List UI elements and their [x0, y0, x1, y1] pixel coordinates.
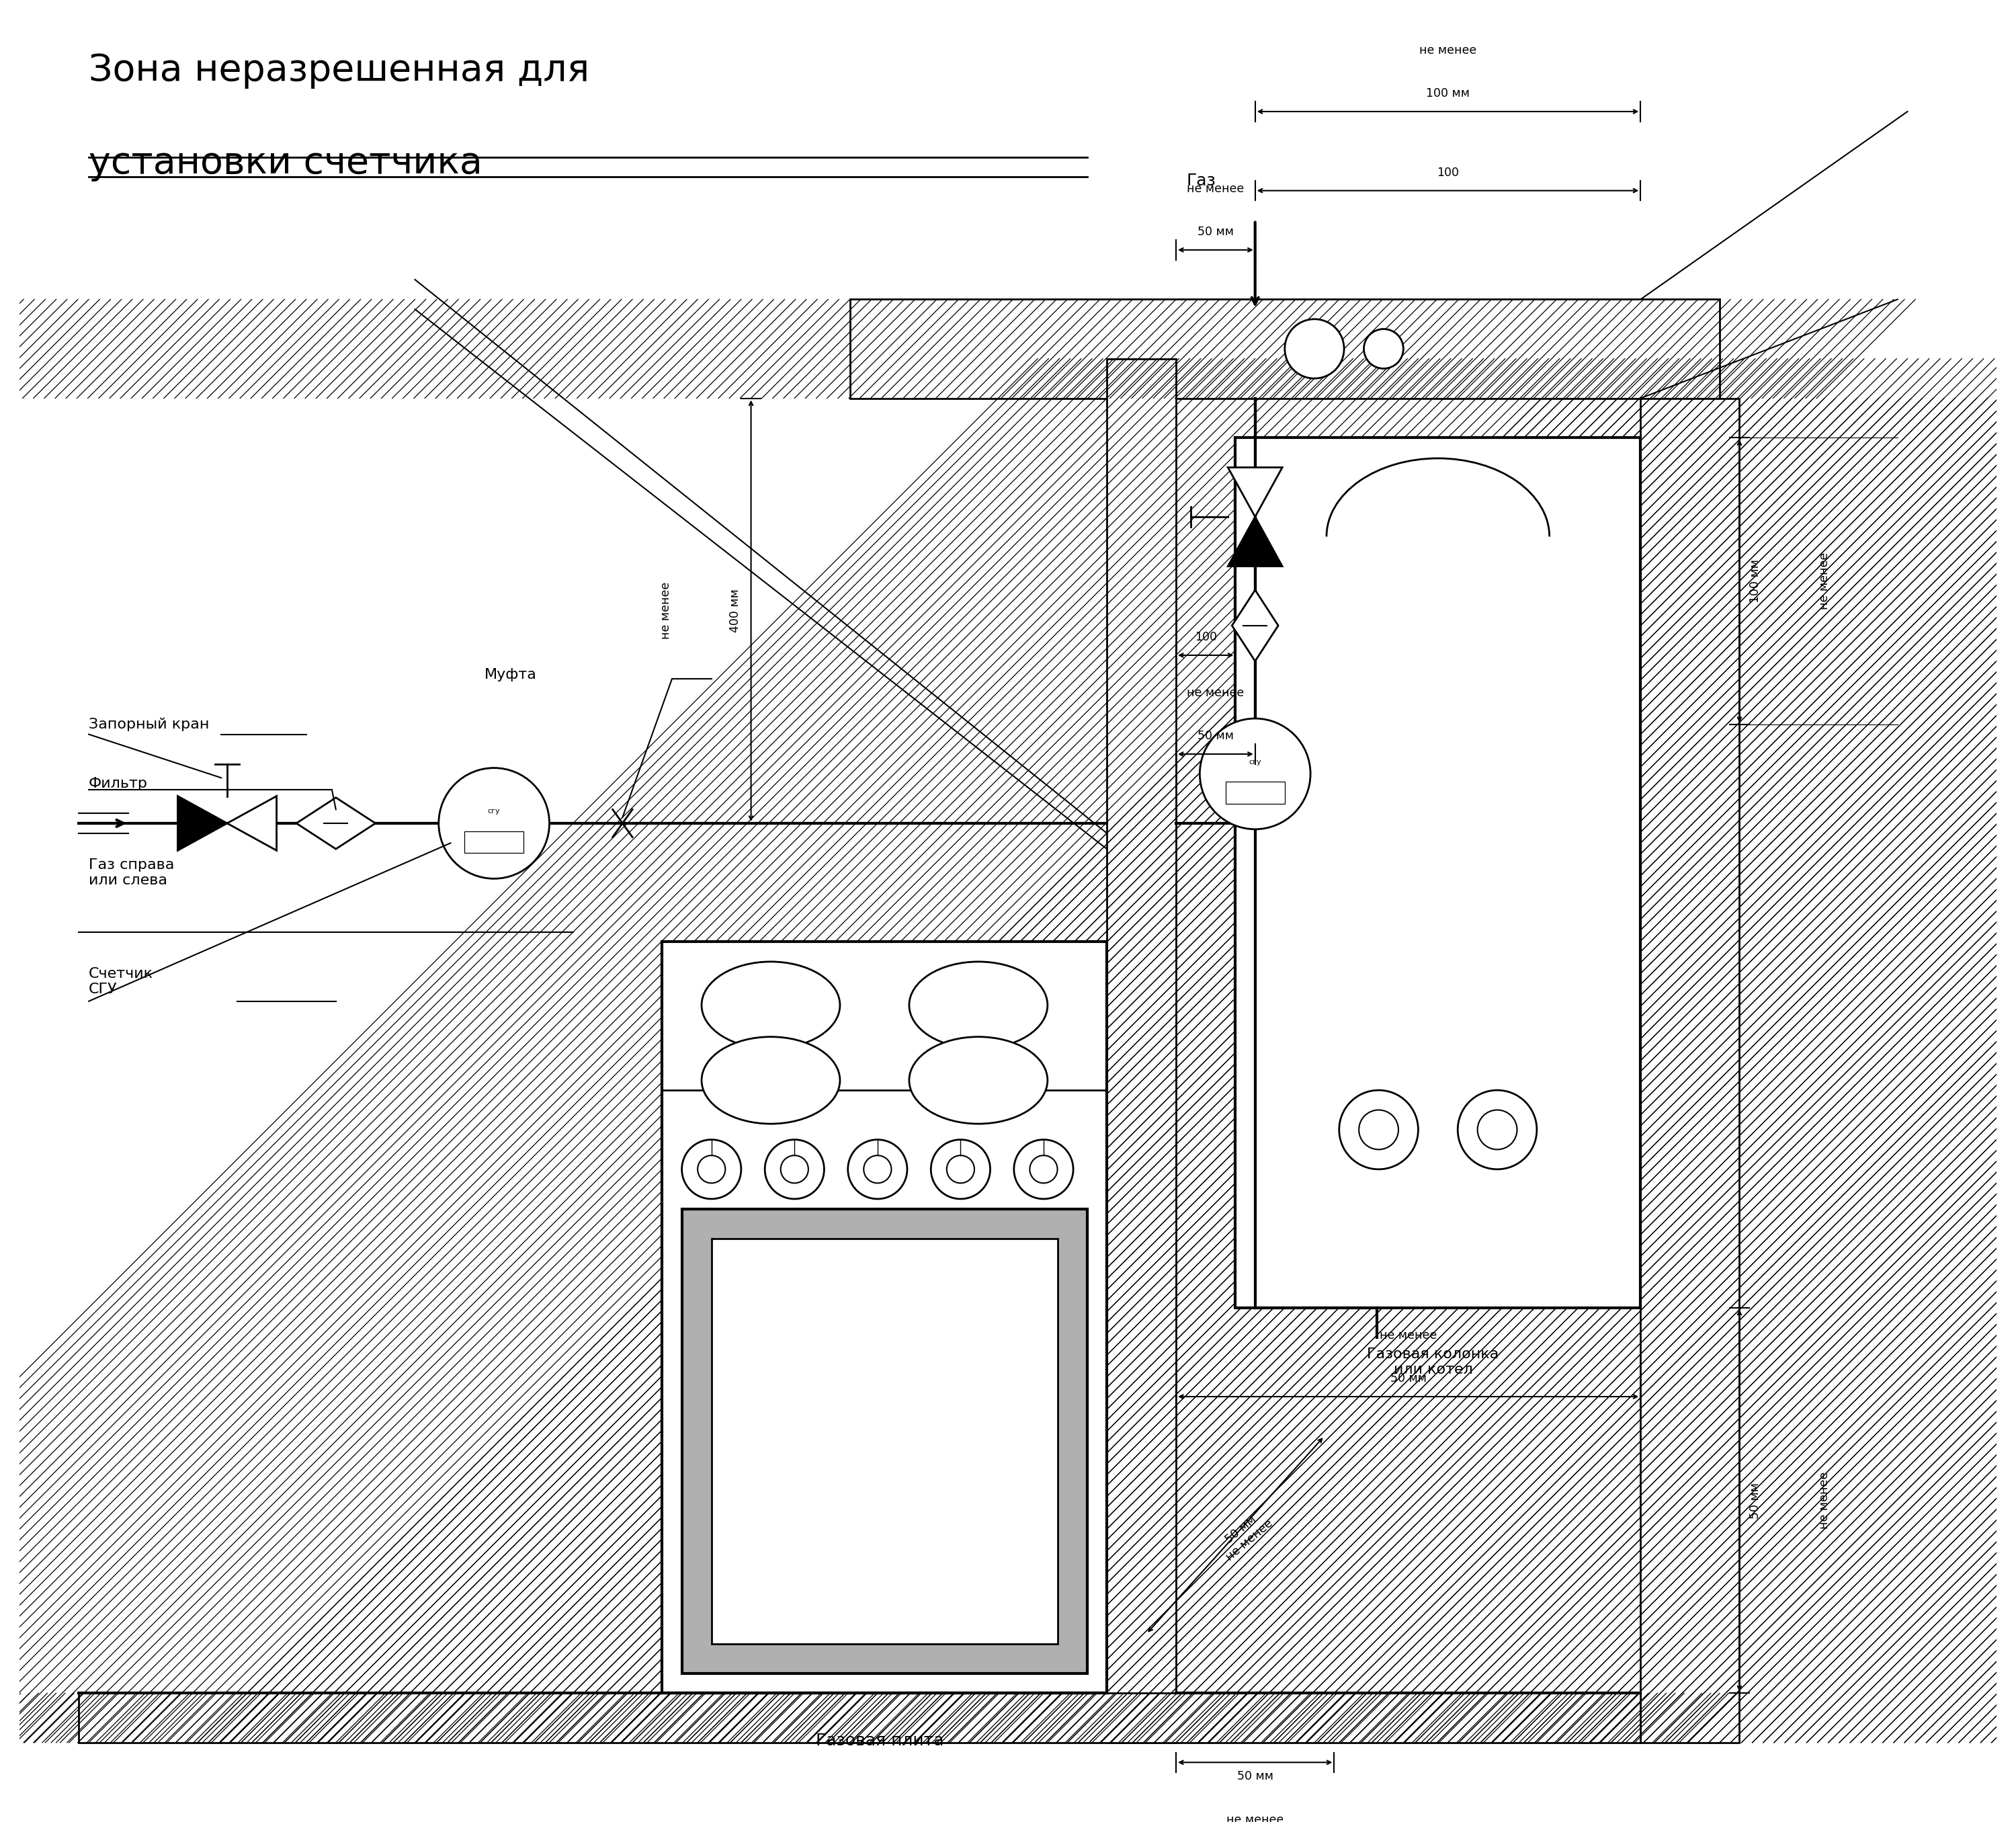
Text: Счетчик
СГУ: Счетчик СГУ [89, 967, 153, 997]
Text: не менее: не менее [1379, 1330, 1437, 1341]
Text: сгу: сгу [488, 809, 500, 814]
Circle shape [1359, 1110, 1399, 1150]
Text: Фильтр: Фильтр [89, 776, 147, 791]
Text: 50 мм
не менее: 50 мм не менее [1216, 1507, 1276, 1563]
Circle shape [931, 1139, 990, 1199]
Bar [1236, 437, 1641, 1308]
Polygon shape [1228, 517, 1282, 567]
Circle shape [1458, 1090, 1536, 1170]
Circle shape [1014, 1139, 1073, 1199]
Ellipse shape [702, 962, 841, 1049]
Text: 400 мм: 400 мм [730, 589, 742, 632]
Text: 100 мм: 100 мм [1750, 559, 1762, 603]
Text: 50 мм: 50 мм [1198, 226, 1234, 239]
Circle shape [1030, 1155, 1058, 1182]
Text: 100: 100 [1195, 630, 1218, 643]
Text: не менее: не менее [1818, 552, 1831, 610]
Ellipse shape [909, 962, 1048, 1049]
Text: 50 мм: 50 мм [1391, 1372, 1427, 1385]
Text: Газ справа
или слева: Газ справа или слева [89, 858, 173, 887]
Text: Зона неразрешенная для: Зона неразрешенная для [89, 53, 589, 89]
Text: 100: 100 [1437, 166, 1460, 179]
Circle shape [698, 1155, 726, 1182]
Polygon shape [1228, 468, 1282, 517]
Bar [681, 1208, 1087, 1673]
Text: не менее: не менее [1226, 1813, 1284, 1822]
Circle shape [1284, 319, 1345, 379]
Circle shape [1200, 718, 1310, 829]
Circle shape [849, 1139, 907, 1199]
Text: не менее: не менее [659, 581, 671, 640]
Polygon shape [228, 796, 276, 851]
Bar [1226, 782, 1284, 804]
Circle shape [948, 1155, 974, 1182]
Text: Газовая плита: Газовая плита [816, 1733, 943, 1749]
Circle shape [863, 1155, 891, 1182]
Text: 50 мм: 50 мм [1198, 731, 1234, 742]
Polygon shape [177, 796, 228, 851]
Ellipse shape [909, 1037, 1048, 1124]
Circle shape [764, 1139, 825, 1199]
Text: 100 мм: 100 мм [1425, 87, 1470, 100]
Bar [464, 831, 524, 853]
Bar [661, 942, 1107, 1693]
Bar [851, 299, 1720, 399]
Text: Запорный кран: Запорный кран [89, 718, 210, 731]
Bar [1107, 359, 1175, 1742]
Text: Газ: Газ [1185, 173, 1216, 189]
Circle shape [1339, 1090, 1417, 1170]
Polygon shape [1232, 590, 1278, 661]
Text: не менее: не менее [1818, 1472, 1831, 1529]
Text: сгу: сгу [1248, 758, 1262, 765]
Bar [712, 1239, 1058, 1643]
Text: 50 мм: 50 мм [1238, 1771, 1274, 1782]
Bar [79, 1693, 1641, 1742]
Bar [1641, 399, 1740, 1742]
Circle shape [681, 1139, 742, 1199]
Circle shape [1478, 1110, 1516, 1150]
Text: установки счетчика: установки счетчика [89, 146, 482, 182]
Text: Муфта: Муфта [484, 669, 536, 681]
Circle shape [439, 767, 550, 878]
Text: не менее: не менее [1419, 44, 1476, 56]
Text: не менее: не менее [1187, 687, 1244, 698]
Text: не менее: не менее [1187, 182, 1244, 195]
Text: 50 мм: 50 мм [1750, 1483, 1762, 1518]
Polygon shape [296, 798, 375, 849]
Circle shape [1365, 330, 1403, 368]
Ellipse shape [702, 1037, 841, 1124]
Text: Газовая колонка
или котел: Газовая колонка или котел [1367, 1346, 1500, 1376]
Circle shape [780, 1155, 808, 1182]
